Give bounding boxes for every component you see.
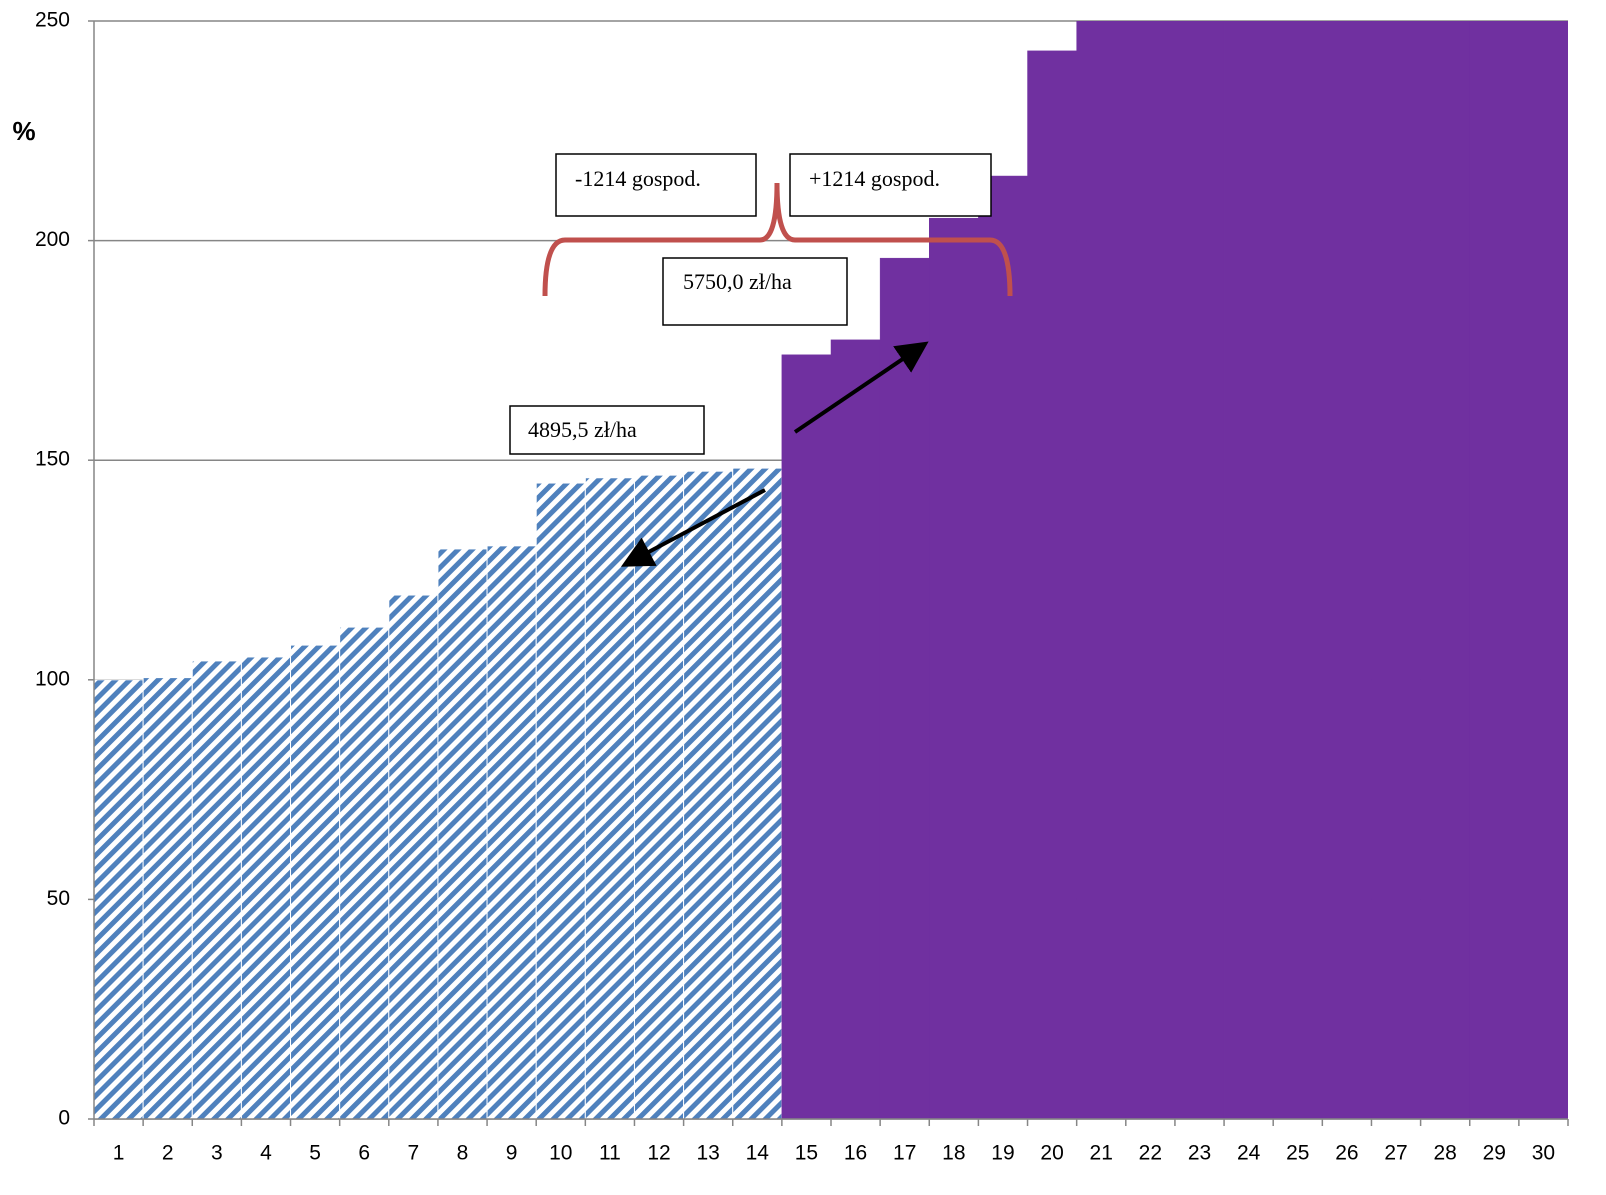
x-tick-label: 11 [599,1142,621,1165]
y-tick-label: 150 [35,448,70,471]
bar [1223,21,1274,1119]
bar [584,477,635,1119]
x-tick-label: 1 [113,1142,125,1165]
x-tick-label: 20 [1040,1142,1063,1165]
x-tick-label: 4 [260,1142,272,1165]
x-tick-label: 17 [893,1142,916,1165]
brace [542,182,1013,297]
x-tick-label: 30 [1532,1142,1555,1165]
x-tick-label: 24 [1237,1142,1261,1165]
x-tick-label: 25 [1286,1142,1309,1165]
x-tick-label: 19 [991,1142,1014,1165]
bar [535,482,586,1119]
x-tick-label: 26 [1335,1142,1358,1165]
bar [781,354,832,1119]
bar [94,679,144,1119]
x-tick-label: 22 [1139,1142,1162,1165]
x-tick-label: 14 [746,1142,770,1165]
y-axis-label: % [12,116,35,146]
annotation-box [789,153,992,217]
bar [1371,21,1421,1119]
bar [732,467,783,1119]
x-tick-label: 6 [358,1142,370,1165]
bar [1322,21,1372,1119]
y-tick-label: 200 [35,228,70,251]
bar [1027,50,1077,1119]
bar [437,548,488,1119]
x-tick-label: 29 [1483,1142,1506,1165]
bar [1518,21,1568,1119]
x-tick-label: 8 [457,1142,469,1165]
x-tick-label: 12 [647,1142,670,1165]
bar [879,257,930,1119]
annotation: 4895,5 zł/ha [528,417,637,442]
x-tick-label: 28 [1433,1142,1456,1165]
bar [929,217,979,1119]
bar [978,175,1028,1119]
bar [142,677,193,1119]
annotation: +1214 gospod. [809,166,940,191]
bar [290,644,341,1119]
bar [830,339,881,1119]
annotation: 5750,0 zł/ha [683,269,792,294]
annotation: -1214 gospod. [575,166,701,191]
y-tick-label: 250 [35,9,70,32]
x-tick-label: 7 [408,1142,420,1165]
bar [1420,21,1470,1119]
bar [1469,21,1520,1119]
bar [486,545,537,1119]
x-tick-label: 5 [309,1142,321,1165]
x-tick-label: 23 [1188,1142,1211,1165]
bar [1174,21,1225,1119]
x-tick-label: 15 [795,1142,818,1165]
arrow [793,341,929,434]
bars [94,21,1568,1119]
bar [191,660,242,1119]
bar [240,656,292,1119]
bar [683,470,734,1119]
x-tick-label: 9 [506,1142,518,1165]
y-tick-label: 100 [35,667,70,690]
bar [1125,21,1176,1119]
x-tick-label: 18 [942,1142,965,1165]
annotation-box [662,257,848,326]
x-tick-label: 2 [162,1142,174,1165]
arrow [620,488,766,567]
bar [388,594,439,1119]
x-tick-label: 10 [549,1142,572,1165]
annotation-box [555,153,757,217]
x-tick-label: 13 [696,1142,719,1165]
bar [1076,21,1127,1119]
bar [339,626,390,1119]
y-tick-label: 0 [58,1107,70,1130]
annotation-box [509,405,705,455]
y-tick-label: 50 [47,887,70,910]
x-tick-label: 21 [1090,1142,1113,1165]
x-tick-label: 16 [844,1142,867,1165]
bar [633,474,685,1119]
bar [1272,21,1323,1119]
x-tick-label: 27 [1384,1142,1407,1165]
x-tick-label: 3 [211,1142,223,1165]
